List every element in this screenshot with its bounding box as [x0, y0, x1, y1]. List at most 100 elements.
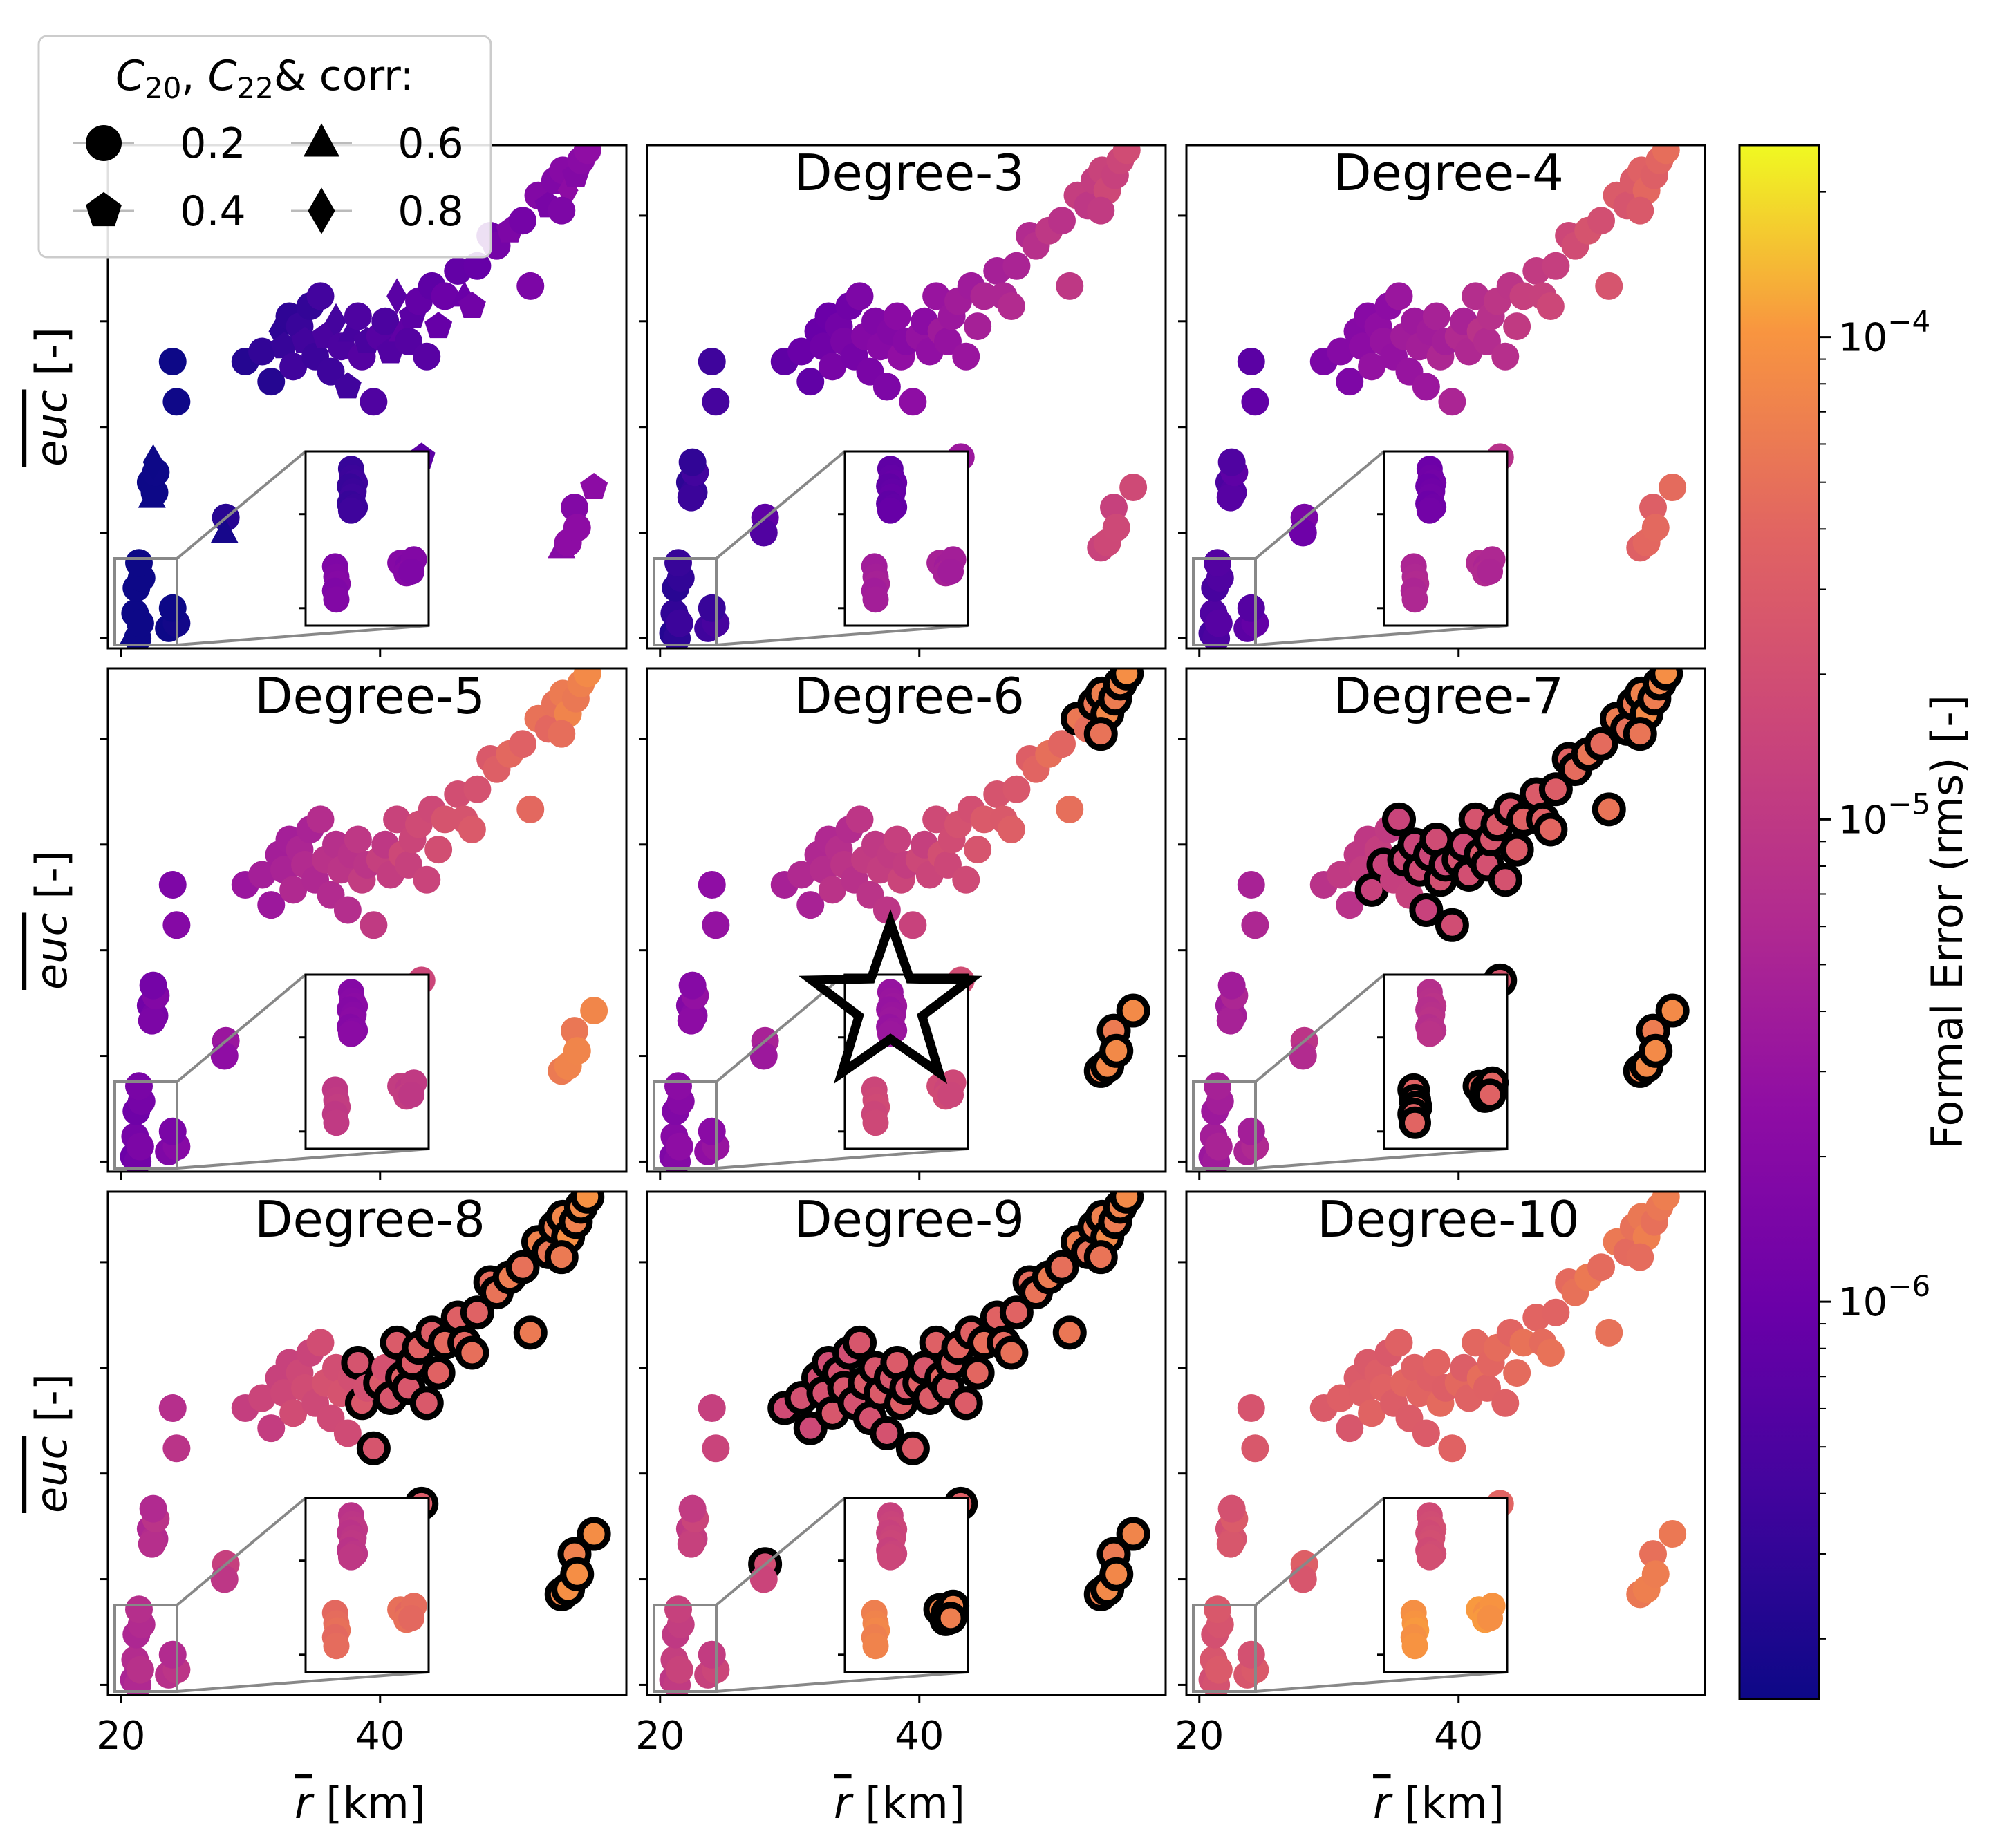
data-point — [548, 720, 576, 748]
data-point — [819, 353, 847, 381]
data-point — [678, 971, 707, 1000]
x-axis-label: r [km] — [1373, 1778, 1504, 1828]
data-point — [677, 1530, 705, 1558]
data-point — [573, 145, 601, 165]
data-point — [1216, 483, 1244, 512]
y-axis-label-symbol: euc — [26, 912, 77, 990]
subplot-frame — [106, 1190, 628, 1696]
inset-data-point — [1473, 1078, 1506, 1112]
data-point — [1536, 292, 1565, 320]
data-point — [1542, 252, 1570, 280]
data-point — [796, 368, 825, 396]
inset-data-point — [323, 586, 350, 613]
data-point — [1626, 196, 1654, 225]
x-axis-label-unit: [km] — [1391, 1778, 1504, 1828]
subplot-frame — [106, 667, 628, 1173]
data-point — [960, 1356, 995, 1390]
data-point — [997, 292, 1025, 320]
data-point — [580, 473, 608, 500]
data-point — [395, 327, 422, 355]
data-point — [1110, 668, 1144, 691]
data-point — [749, 1042, 778, 1070]
data-point — [1503, 1359, 1531, 1387]
data-point — [158, 871, 187, 899]
x-axis-label: r [km] — [295, 1778, 426, 1828]
data-point — [1237, 594, 1265, 622]
subplot-frame — [1185, 1190, 1706, 1696]
data-point — [563, 1037, 591, 1065]
data-point — [793, 1411, 828, 1445]
subplot-frame — [646, 667, 1167, 1173]
zoom-connector — [1254, 1497, 1385, 1606]
data-point — [561, 494, 588, 522]
data-point — [1237, 871, 1265, 899]
inset-data-point — [877, 497, 904, 524]
data-point — [460, 1295, 494, 1330]
data-point — [952, 865, 980, 894]
data-point — [1056, 795, 1084, 823]
inset-data-point — [398, 1604, 425, 1631]
zoom-connector — [176, 973, 307, 1083]
colorbar-bar — [1738, 144, 1820, 1700]
data-point — [677, 483, 705, 512]
legend-title-c22-sub: 22 — [236, 71, 273, 105]
data-point — [210, 1565, 239, 1593]
zoom-region-box — [113, 557, 178, 646]
colorbar-tick-base: 10 — [1838, 798, 1887, 843]
data-point — [158, 1394, 187, 1423]
y-axis-label-unit: [-] — [26, 850, 77, 912]
data-point — [1336, 891, 1364, 919]
subplot-title: Degree-10 — [1317, 1190, 1580, 1248]
legend-marker-triangle-icon — [304, 123, 339, 157]
inset-data-point — [323, 1633, 350, 1660]
inset-axes — [838, 973, 969, 1150]
data-point — [1204, 1072, 1231, 1100]
data-point — [846, 805, 874, 834]
data-point — [1327, 1384, 1355, 1412]
subplot-frame — [646, 1190, 1167, 1696]
data-point — [964, 312, 992, 341]
data-point — [1587, 207, 1615, 235]
data-point — [1087, 196, 1115, 225]
data-point — [702, 1434, 730, 1463]
zoom-connector — [716, 1671, 969, 1693]
data-point — [1595, 1318, 1623, 1347]
data-point — [125, 1595, 153, 1624]
data-point — [999, 1295, 1034, 1330]
colorbar-ticks: 10−610−510−4 — [1819, 191, 1930, 1640]
inset-data-point — [1477, 1604, 1504, 1631]
inset-data-point — [1416, 497, 1443, 524]
colorbar-label: Formal Error (rms) [-] — [1922, 695, 1972, 1150]
data-point — [413, 865, 441, 894]
data-point — [1289, 1565, 1317, 1593]
x-tick-label: 40 — [355, 1714, 404, 1759]
zoom-connector — [715, 450, 846, 560]
data-point — [1204, 609, 1233, 637]
inset-axes — [299, 450, 430, 627]
data-point — [317, 357, 345, 386]
data-point — [1241, 911, 1269, 939]
data-point — [1587, 1253, 1615, 1282]
data-point — [270, 332, 298, 359]
inset-data-point — [398, 1081, 425, 1108]
data-point — [1584, 726, 1618, 761]
legend-title-c20-sub: 20 — [144, 71, 181, 105]
colorbar-tick-exp: −4 — [1887, 305, 1930, 339]
inset-data-point — [862, 586, 889, 613]
subplot-9: Degree-10 20 40 — [1175, 1190, 1706, 1759]
data-point — [665, 1656, 693, 1684]
subplot-content — [659, 145, 1148, 648]
data-point — [997, 815, 1025, 843]
inset-axes — [838, 450, 969, 627]
data-point — [1438, 1434, 1466, 1463]
subplot-grid: Degree-3 Degree-4 Degree-5 Degree-6 Degree-7… — [96, 144, 1706, 1759]
zoom-connector — [715, 1497, 846, 1606]
data-point — [162, 388, 191, 416]
legend-label: 0.6 — [398, 120, 463, 168]
zoom-region-box — [113, 1604, 178, 1693]
data-point — [1217, 1494, 1246, 1523]
legend: C20, C22& corr: 0.20.40.60.8 — [37, 35, 492, 259]
data-point — [210, 517, 239, 543]
data-point — [162, 911, 191, 939]
data-point — [665, 609, 693, 637]
